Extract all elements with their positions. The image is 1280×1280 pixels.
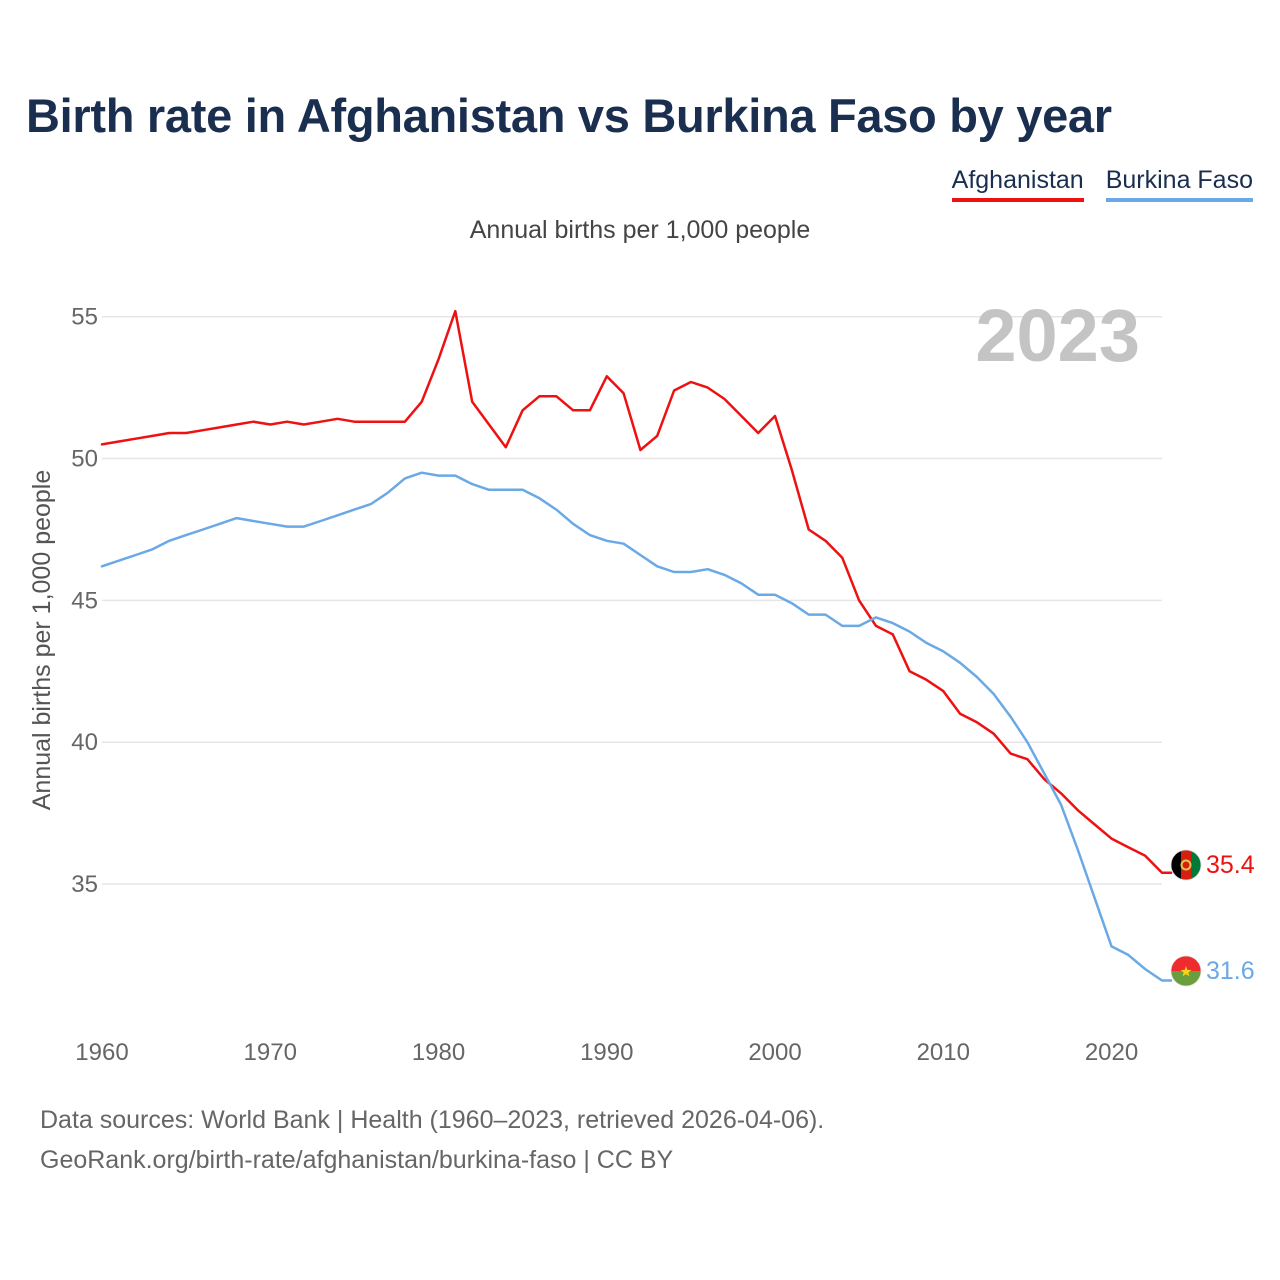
series-line-burkina-faso — [100, 471, 1173, 982]
end-value-afghanistan: 35.4 — [1206, 851, 1255, 879]
y-axis-label: Annual births per 1,000 people — [28, 470, 56, 811]
source-note: Data sources: World Bank | Health (1960–… — [40, 1106, 825, 1134]
burkina-faso-flag-icon — [1170, 955, 1202, 987]
source-link[interactable]: GeoRank.org/birth-rate/afghanistan/burki… — [40, 1146, 674, 1174]
y-tick-label: 50 — [71, 446, 98, 473]
series-line-afghanistan — [100, 309, 1173, 874]
x-tick-label: 2000 — [748, 1039, 801, 1066]
y-tick-label: 40 — [71, 729, 98, 756]
y-axis: 35 40 45 50 55 — [71, 304, 98, 898]
y-tick-label: 35 — [71, 871, 98, 898]
legend-item-burkina-faso[interactable]: Burkina Faso — [1105, 166, 1253, 202]
x-tick-label: 1990 — [580, 1039, 633, 1066]
y-tick-label: 55 — [71, 304, 98, 331]
x-axis: 1960 1970 1980 1990 2000 2010 2020 — [75, 1039, 1138, 1066]
end-value-burkina-faso: 31.6 — [1206, 957, 1255, 985]
gridlines — [102, 315, 1162, 885]
chart-subtitle: Annual births per 1,000 people — [469, 216, 811, 244]
y-tick-label: 45 — [71, 587, 98, 614]
legend: Afghanistan Burkina Faso — [951, 166, 1253, 202]
series-lines — [100, 309, 1173, 982]
x-tick-label: 1980 — [412, 1039, 465, 1066]
x-tick-label: 1960 — [75, 1039, 128, 1066]
x-tick-label: 1970 — [244, 1039, 297, 1066]
year-watermark: 2023 — [975, 294, 1140, 377]
x-tick-label: 2020 — [1085, 1039, 1138, 1066]
afghanistan-flag-icon — [1170, 849, 1202, 881]
x-tick-label: 2010 — [917, 1039, 970, 1066]
legend-item-afghanistan[interactable]: Afghanistan — [951, 166, 1084, 202]
chart-title: Birth rate in Afghanistan vs Burkina Fas… — [26, 89, 1112, 142]
